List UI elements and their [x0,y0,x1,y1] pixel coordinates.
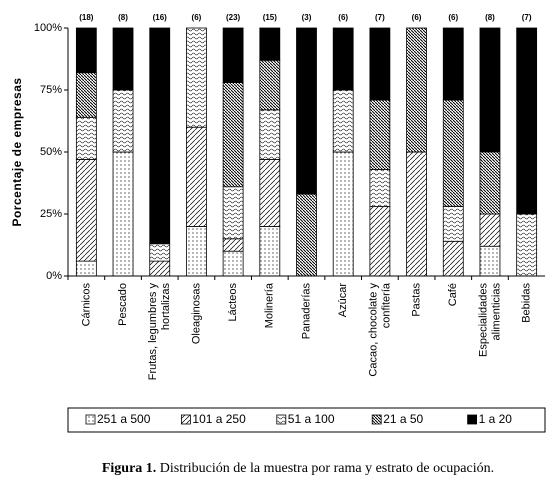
bar-segment [259,159,281,227]
x-tick-label: Frutas, legumbres y [147,283,159,381]
x-tick-label: Azúcar [337,283,349,318]
x-tick-label: Molinería [264,282,276,328]
bar-segment [442,99,464,207]
bar-count-label: (15) [263,13,278,22]
bar-count-label: (8) [485,13,495,22]
bar-segment [369,27,391,101]
bar-segment [112,89,134,153]
bar-count-label: (6) [338,13,348,22]
x-tick-label: Oleaginosas [190,283,202,345]
bar-count-label: (6) [192,13,202,22]
bar-segment [149,27,171,245]
bar-segment [516,213,538,277]
bar-segment [186,126,207,227]
x-tick-label: Cárnicos [80,283,92,327]
bar-count-label: (8) [118,13,128,22]
bar-segment [259,27,281,61]
bar-count-label: (23) [226,13,241,22]
bar-segment [222,238,244,252]
y-tick-label: 25% [40,208,62,220]
bar-count-label: (16) [153,13,168,22]
caption-text: Distribución de la muestra por rama y es… [160,461,494,476]
bar-segment [222,82,244,188]
y-tick-label: 0% [46,270,62,282]
bar-segment [369,99,391,170]
legend-swatch [467,414,478,425]
bar-segment [186,225,207,277]
bar-segment [442,206,464,242]
y-tick-label: 100% [34,22,62,34]
bar-segment [186,27,207,128]
x-tick-label: Cacao, chocolate y [367,283,379,377]
legend-label: 21 a 50 [383,412,423,426]
bar-segment [75,260,97,277]
bar-segment [222,250,244,277]
x-tick-label: Pastas [410,283,422,317]
bar-segment [112,151,134,277]
legend-label: 51 a 100 [288,412,335,426]
y-tick-label: 75% [40,84,62,96]
bar-count-label: (18) [79,13,94,22]
bar-segment [332,89,354,153]
bar-count-label: (7) [375,13,385,22]
bar-segment [332,151,354,277]
y-tick-label: 50% [40,146,62,158]
bar-segment [149,243,171,262]
bar-segment [442,27,464,101]
bar-segment [442,240,464,277]
y-axis-label: Porcentaje de empresas [10,77,24,226]
legend-swatch [276,414,287,425]
legend-swatch [371,414,382,425]
caption-label: Figura 1. [102,461,156,476]
x-tick-label: alimenticias [490,283,502,341]
x-tick-label: Panaderías [300,283,312,340]
legend-swatch [180,414,191,425]
bar-segment [516,27,538,215]
x-tick-label: confitería [380,282,392,328]
bar-segment [259,59,281,111]
bar-segment [75,27,97,74]
bar-count-label: (3) [302,13,312,22]
bar-segment [149,260,171,277]
legend-box [67,407,546,433]
bar-count-label: (6) [448,13,458,22]
bar-segment [479,27,501,153]
bar-count-label: (6) [412,13,422,22]
bar-segment [222,186,244,240]
legend-label: 251 a 500 [97,412,151,426]
x-tick-label: Pescado [117,283,129,326]
x-tick-label: hortalizas [160,283,172,331]
bar-segment [112,27,134,91]
bar-segment [75,72,97,118]
bar-segment [406,27,427,153]
bar-segment [75,116,97,160]
bar-count-label: (7) [522,13,532,22]
bar-segment [369,206,391,277]
bar-segment [332,27,354,91]
x-tick-label: Especialidades [477,283,489,357]
bar-segment [259,109,281,160]
bar-segment [296,193,317,277]
bar-segment [296,27,317,195]
legend-label: 101 a 250 [192,412,246,426]
caption: Figura 1. Distribución de la muestra por… [102,461,494,476]
bar-segment [75,159,97,262]
bar-segment [406,151,427,277]
x-tick-label: Bebidas [521,283,533,323]
bar-segment [479,245,501,277]
legend-label: 1 a 20 [479,412,513,426]
legend-swatch [85,414,96,425]
bar-segment [222,27,244,83]
bar-segment [479,151,501,215]
bar-segment [259,225,281,277]
bar-segment [369,168,391,207]
x-tick-label: Café [447,283,459,306]
x-tick-label: Lácteos [227,283,239,322]
bar-segment [479,213,501,247]
